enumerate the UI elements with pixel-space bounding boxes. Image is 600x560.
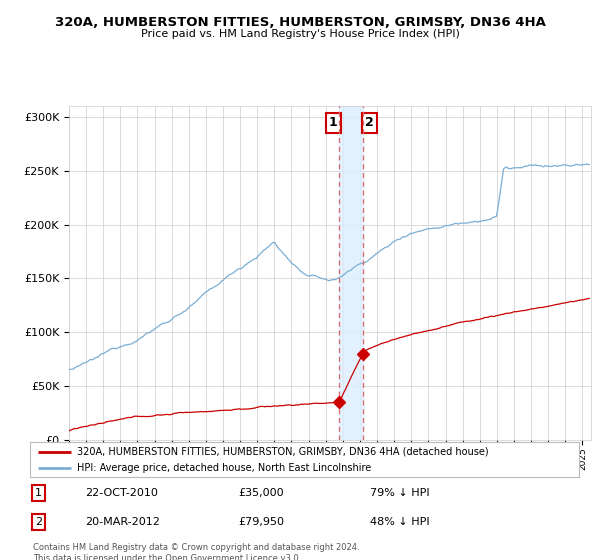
Text: Contains HM Land Registry data © Crown copyright and database right 2024.
This d: Contains HM Land Registry data © Crown c… xyxy=(33,543,359,560)
Text: £79,950: £79,950 xyxy=(239,517,284,527)
Text: HPI: Average price, detached house, North East Lincolnshire: HPI: Average price, detached house, Nort… xyxy=(77,463,371,473)
Text: 2: 2 xyxy=(365,116,374,129)
Text: 22-OCT-2010: 22-OCT-2010 xyxy=(85,488,158,498)
Text: 48% ↓ HPI: 48% ↓ HPI xyxy=(370,517,430,527)
Text: 1: 1 xyxy=(329,116,338,129)
Text: 2: 2 xyxy=(35,517,42,527)
Text: 79% ↓ HPI: 79% ↓ HPI xyxy=(370,488,430,498)
Text: 320A, HUMBERSTON FITTIES, HUMBERSTON, GRIMSBY, DN36 4HA: 320A, HUMBERSTON FITTIES, HUMBERSTON, GR… xyxy=(55,16,545,29)
Text: 1: 1 xyxy=(35,488,42,498)
Text: 20-MAR-2012: 20-MAR-2012 xyxy=(85,517,160,527)
Bar xyxy=(340,106,364,440)
Text: £35,000: £35,000 xyxy=(239,488,284,498)
Text: 320A, HUMBERSTON FITTIES, HUMBERSTON, GRIMSBY, DN36 4HA (detached house): 320A, HUMBERSTON FITTIES, HUMBERSTON, GR… xyxy=(77,447,488,457)
Text: Price paid vs. HM Land Registry's House Price Index (HPI): Price paid vs. HM Land Registry's House … xyxy=(140,29,460,39)
